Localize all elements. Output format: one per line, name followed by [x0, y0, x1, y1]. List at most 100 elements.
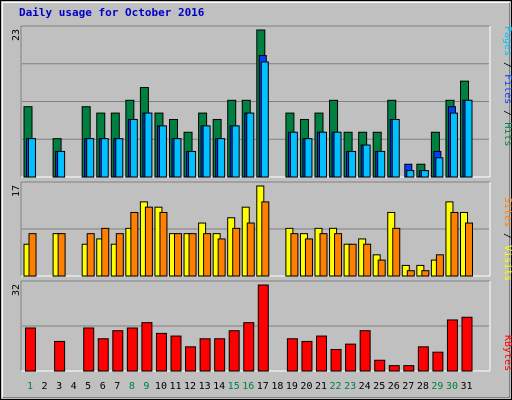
bar-pages-6 — [100, 138, 109, 178]
bar-pages-27 — [406, 170, 415, 178]
bar-kbytes-1 — [25, 327, 36, 372]
bar-sites-29 — [435, 254, 444, 277]
x-tick-label-1: 1 — [27, 381, 33, 392]
x-tick-label-26: 26 — [388, 381, 400, 392]
bar-sites-3 — [57, 233, 66, 277]
x-tick-label-16: 16 — [242, 381, 254, 392]
bar-sites-12 — [188, 233, 197, 277]
legend-pages-files-hits: Pages / Files / Hits — [502, 26, 512, 146]
x-tick-label-24: 24 — [359, 381, 371, 392]
bar-pages-7 — [115, 138, 124, 178]
x-tick-label-31: 31 — [460, 381, 472, 392]
bar-pages-14 — [217, 138, 226, 178]
legend-separator: / — [502, 56, 512, 74]
bar-pages-15 — [231, 125, 240, 178]
x-tick-label-11: 11 — [169, 381, 181, 392]
bar-kbytes-23 — [345, 343, 357, 372]
bar-kbytes-12 — [185, 346, 197, 372]
bar-sites-21 — [319, 233, 328, 277]
x-tick-label-29: 29 — [431, 381, 443, 392]
bar-pages-21 — [319, 131, 327, 178]
x-tick-label-3: 3 — [56, 381, 62, 392]
bar-kbytes-21 — [316, 335, 327, 372]
bar-pages-10 — [158, 125, 167, 178]
bar-kbytes-6 — [97, 338, 109, 372]
bar-pages-23 — [348, 150, 357, 178]
bar-kbytes-15 — [228, 330, 240, 372]
bar-sites-10 — [159, 211, 168, 277]
x-tick-label-9: 9 — [143, 381, 149, 392]
x-tick-label-8: 8 — [129, 381, 135, 392]
bar-kbytes-17 — [257, 284, 269, 372]
bar-pages-31 — [464, 99, 473, 178]
bar-pages-16 — [246, 112, 255, 178]
bar-sites-19 — [290, 233, 299, 277]
bar-pages-22 — [333, 131, 342, 178]
bar-kbytes-19 — [286, 338, 298, 372]
bar-pages-19 — [289, 131, 298, 178]
bar-pages-30 — [449, 112, 458, 178]
bar-sites-6 — [101, 227, 110, 277]
bar-pages-28 — [420, 170, 429, 178]
max-label-kbytes: 32 — [11, 284, 22, 296]
x-tick-label-21: 21 — [315, 381, 327, 392]
bar-sites-22 — [334, 233, 343, 277]
bar-kbytes-9 — [141, 322, 153, 372]
x-tick-label-30: 30 — [446, 381, 458, 392]
bar-sites-8 — [130, 211, 139, 277]
bar-sites-26 — [392, 227, 401, 277]
bar-pages-24 — [362, 144, 371, 178]
x-tick-label-2: 2 — [42, 381, 48, 392]
x-tick-label-7: 7 — [114, 381, 120, 392]
bar-sites-5 — [86, 233, 95, 277]
bar-pages-25 — [377, 150, 386, 178]
bar-pages-20 — [304, 138, 313, 178]
bar-kbytes-26 — [388, 365, 400, 372]
bar-kbytes-8 — [126, 327, 138, 372]
bar-sites-24 — [363, 243, 372, 277]
bar-sites-27 — [406, 270, 415, 277]
x-tick-label-6: 6 — [100, 381, 106, 392]
bar-kbytes-25 — [374, 359, 386, 372]
bar-kbytes-13 — [199, 338, 211, 372]
x-tick-label-14: 14 — [213, 381, 225, 392]
bar-pages-1 — [28, 138, 36, 178]
x-tick-label-20: 20 — [300, 381, 312, 392]
bar-sites-14 — [217, 238, 226, 277]
bar-kbytes-7 — [112, 330, 124, 372]
x-tick-label-10: 10 — [155, 381, 167, 392]
bar-sites-11 — [174, 233, 182, 277]
legend-entry: Visits — [502, 245, 512, 281]
bar-sites-28 — [421, 270, 430, 277]
bar-pages-12 — [188, 150, 197, 178]
bar-pages-11 — [173, 138, 182, 178]
bar-kbytes-30 — [446, 319, 458, 372]
bar-kbytes-31 — [461, 316, 473, 372]
x-tick-label-15: 15 — [228, 381, 240, 392]
bar-sites-30 — [450, 211, 459, 277]
bar-kbytes-20 — [301, 340, 313, 372]
x-tick-label-25: 25 — [373, 381, 385, 392]
x-tick-label-27: 27 — [402, 381, 414, 392]
bar-kbytes-28 — [417, 346, 429, 372]
legend-sites-visits: Sites / Visits — [502, 197, 512, 281]
bar-sites-9 — [144, 206, 153, 277]
bar-pages-29 — [435, 157, 444, 178]
bar-pages-17 — [260, 61, 269, 178]
bar-pages-26 — [391, 118, 400, 178]
bar-kbytes-22 — [330, 349, 342, 372]
bar-sites-20 — [304, 238, 313, 277]
x-tick-label-12: 12 — [184, 381, 196, 392]
legend-separator: / — [502, 227, 512, 245]
bar-kbytes-10 — [155, 332, 167, 372]
bar-kbytes-29 — [432, 351, 444, 372]
legend-entry: Files — [502, 74, 512, 104]
bar-kbytes-5 — [83, 327, 95, 372]
bar-pages-9 — [144, 112, 153, 178]
bar-pages-8 — [129, 118, 138, 178]
x-tick-label-23: 23 — [344, 381, 356, 392]
x-tick-label-13: 13 — [199, 381, 211, 392]
bar-sites-1 — [28, 233, 37, 277]
x-tick-label-18: 18 — [271, 381, 283, 392]
